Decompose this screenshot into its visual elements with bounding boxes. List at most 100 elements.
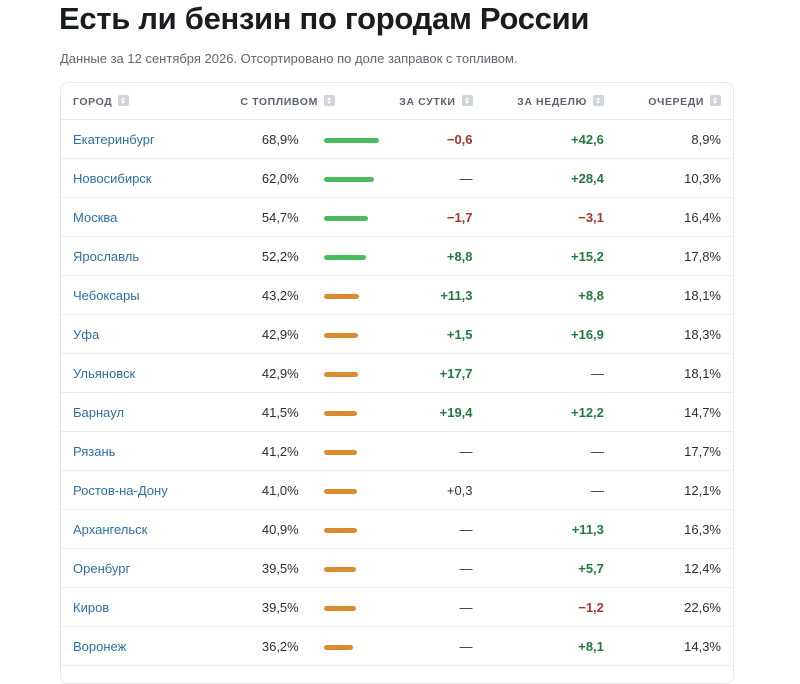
queues-value: 16,3% bbox=[684, 521, 721, 537]
sort-icon[interactable] bbox=[592, 94, 604, 106]
cell-with-fuel: 54,7% bbox=[228, 197, 299, 237]
fuel-level-bar bbox=[323, 566, 356, 572]
with-fuel-value: 39,5% bbox=[261, 560, 299, 576]
city-link[interactable]: Уфа bbox=[73, 326, 100, 342]
cell-fuel-bar bbox=[298, 509, 370, 549]
queues-value: 17,8% bbox=[684, 248, 721, 264]
cell-day-change: −0,6 bbox=[369, 119, 473, 159]
table-row: Архангельск 40,9% — +11,3 16,3% bbox=[61, 509, 733, 549]
cell-fuel-bar bbox=[298, 392, 370, 432]
day-change-value: +11,3 bbox=[440, 287, 473, 303]
table-row: Москва 54,7% −1,7 −3,1 16,4% bbox=[61, 197, 733, 237]
queues-value: 18,3% bbox=[684, 326, 721, 342]
day-change-value: — bbox=[459, 638, 473, 654]
city-link[interactable]: Ульяновск bbox=[73, 365, 136, 381]
queues-value: 17,7% bbox=[684, 443, 721, 459]
week-change-value: −1,2 bbox=[578, 599, 604, 615]
cell-fuel-bar bbox=[298, 119, 379, 159]
city-link[interactable]: Москва bbox=[73, 209, 118, 225]
city-link[interactable]: Барнаул bbox=[73, 404, 125, 420]
table-row: Рязань 41,2% — — 17,7% bbox=[61, 431, 733, 471]
week-change-value: +16,9 bbox=[571, 326, 604, 342]
cell-queues: 18,1% bbox=[603, 353, 733, 393]
fuel-table: Город С топливом За сутки За неделю Очер… bbox=[61, 83, 733, 666]
sort-icon[interactable] bbox=[323, 94, 335, 106]
column-header-week[interactable]: За неделю bbox=[472, 83, 604, 120]
column-header-city[interactable]: Город bbox=[61, 83, 229, 120]
city-link[interactable]: Оренбург bbox=[73, 560, 131, 576]
week-change-value: — bbox=[590, 365, 604, 381]
cell-fuel-bar bbox=[298, 587, 370, 627]
sort-icon[interactable] bbox=[461, 94, 473, 106]
queues-value: 14,7% bbox=[684, 404, 721, 420]
cell-with-fuel: 41,5% bbox=[228, 392, 299, 432]
fuel-level-bar bbox=[323, 644, 353, 650]
column-header-day[interactable]: За сутки bbox=[369, 83, 473, 120]
fuel-level-bar bbox=[323, 371, 358, 377]
cell-with-fuel: 41,2% bbox=[228, 431, 299, 471]
page-title: Есть ли бензин по городам России bbox=[59, 1, 590, 36]
cell-day-change: — bbox=[369, 431, 473, 471]
queues-value: 10,3% bbox=[684, 170, 721, 186]
cell-queues: 12,1% bbox=[603, 470, 733, 510]
city-link[interactable]: Архангельск bbox=[73, 521, 148, 537]
city-link[interactable]: Ростов-на-Дону bbox=[73, 482, 168, 498]
cell-week-change: +12,2 bbox=[472, 392, 604, 432]
fuel-level-bar bbox=[323, 449, 357, 455]
city-link[interactable]: Чебоксары bbox=[73, 287, 140, 303]
fuel-level-bar bbox=[323, 488, 357, 494]
table-body: Екатеринбург 68,9% −0,6 +42,6 8,9% Новосибирс… bbox=[61, 119, 733, 666]
with-fuel-value: 39,5% bbox=[261, 599, 299, 615]
table-row: Ульяновск 42,9% +17,7 — 18,1% bbox=[61, 353, 733, 393]
day-change-value: — bbox=[459, 443, 473, 459]
city-link[interactable]: Рязань bbox=[73, 443, 116, 459]
header-row: Город С топливом За сутки За неделю Очер… bbox=[61, 83, 733, 120]
queues-value: 12,1% bbox=[684, 482, 721, 498]
week-change-value: +12,2 bbox=[571, 404, 604, 420]
sort-icon[interactable] bbox=[710, 94, 721, 106]
city-link[interactable]: Киров bbox=[73, 599, 110, 615]
fuel-level-bar bbox=[323, 293, 359, 299]
fuel-level-bar bbox=[323, 527, 357, 533]
queues-value: 22,6% bbox=[684, 599, 721, 615]
week-change-value: +15,2 bbox=[571, 248, 604, 264]
cell-day-change: −1,7 bbox=[369, 197, 473, 237]
cell-with-fuel: 39,5% bbox=[228, 548, 299, 588]
cell-city: Ростов-на-Дону bbox=[61, 470, 229, 510]
table-row: Киров 39,5% — −1,2 22,6% bbox=[61, 587, 733, 627]
cell-week-change: — bbox=[472, 431, 604, 471]
cell-with-fuel: 39,5% bbox=[228, 587, 299, 627]
fuel-level-bar bbox=[323, 215, 368, 221]
column-header-queues[interactable]: Очереди bbox=[603, 83, 733, 120]
cell-day-change: — bbox=[369, 626, 473, 666]
day-change-value: +1,5 bbox=[446, 326, 473, 342]
cell-with-fuel: 41,0% bbox=[228, 470, 299, 510]
cell-week-change: — bbox=[472, 353, 604, 393]
cell-with-fuel: 68,9% bbox=[228, 119, 299, 159]
cell-city: Ярославль bbox=[61, 236, 229, 276]
cell-day-change: — bbox=[369, 509, 473, 549]
cell-with-fuel: 62,0% bbox=[228, 158, 299, 198]
city-link[interactable]: Екатеринбург bbox=[73, 131, 155, 147]
city-link[interactable]: Воронеж bbox=[73, 638, 127, 654]
cell-with-fuel: 42,9% bbox=[228, 314, 299, 354]
cell-day-change: +0,3 bbox=[369, 470, 473, 510]
cell-city: Оренбург bbox=[61, 548, 229, 588]
queues-value: 12,4% bbox=[684, 560, 721, 576]
column-header-day-label: За сутки bbox=[399, 95, 456, 108]
cell-fuel-bar bbox=[298, 158, 374, 198]
column-header-city-label: Город bbox=[73, 95, 113, 108]
column-header-with-fuel[interactable]: С топливом bbox=[228, 83, 370, 120]
cell-fuel-bar bbox=[298, 314, 370, 354]
cell-queues: 14,3% bbox=[603, 626, 733, 666]
city-link[interactable]: Новосибирск bbox=[73, 170, 152, 186]
cell-week-change: +42,6 bbox=[472, 119, 604, 159]
day-change-value: −0,6 bbox=[446, 131, 473, 147]
cell-city: Екатеринбург bbox=[61, 119, 229, 159]
cell-city: Чебоксары bbox=[61, 275, 229, 315]
table-row: Оренбург 39,5% — +5,7 12,4% bbox=[61, 548, 733, 588]
day-change-value: −1,7 bbox=[446, 209, 473, 225]
city-link[interactable]: Ярославль bbox=[73, 248, 140, 264]
cell-fuel-bar bbox=[298, 548, 370, 588]
sort-icon[interactable] bbox=[118, 94, 130, 106]
